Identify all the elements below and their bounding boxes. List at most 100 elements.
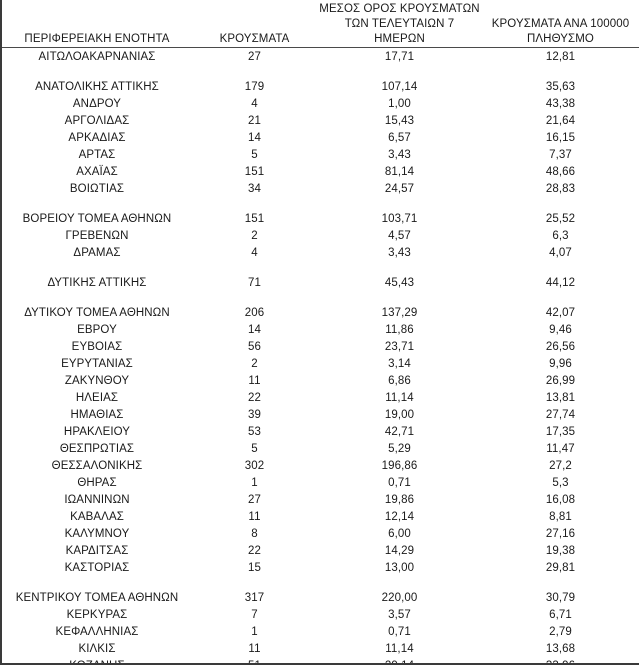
cell-avg7: 19,00 <box>384 409 415 421</box>
cell-cases: 5 <box>251 443 258 455</box>
cell-avg7: 13,00 <box>384 562 415 574</box>
cell-region: ΕΥΡΥΤΑΝΙΑΣ <box>61 358 133 370</box>
cell-per100k: 21,64 <box>545 115 576 127</box>
cell-per100k: 26,56 <box>545 341 576 353</box>
cell-per100k: 48,66 <box>545 166 576 178</box>
cell-region: ΑΝΑΤΟΛΙΚΗΣ ΑΤΤΙΚΗΣ <box>35 81 159 93</box>
cell-region: ΘΕΣΣΑΛΟΝΙΚΗΣ <box>51 460 143 472</box>
cell-avg7: 6,86 <box>388 375 411 387</box>
cell-avg7: 4,57 <box>388 230 411 242</box>
cell-avg7: 0,71 <box>388 477 411 489</box>
table-row: ΑΝΔΡΟΥ 4 1,00 43,38 <box>2 96 639 113</box>
cell-region: ΑΡΚΑΔΙΑΣ <box>68 132 126 144</box>
cell-region: ΑΡΓΟΛΙΔΑΣ <box>64 115 130 127</box>
cell-cases: 179 <box>244 81 265 93</box>
table-row: ΖΑΚΥΝΘΟΥ 11 6,86 26,99 <box>2 373 639 390</box>
table-row: ΚΙΛΚΙΣ 11 11,14 13,68 <box>2 641 639 658</box>
cell-per100k: 6,71 <box>549 609 572 621</box>
cell-avg7: 19,86 <box>384 494 415 506</box>
cell-region: ΗΛΕΙΑΣ <box>75 392 119 404</box>
table-header: ΜΕΣΟΣ ΟΡΟΣ ΚΡΟΥΣΜΑΤΩΝ ΤΩΝ ΤΕΛΕΥΤΑΙΩΝ 7 Κ… <box>2 0 639 48</box>
table-row: ΔΡΑΜΑΣ 4 3,43 4,07 <box>2 245 639 262</box>
cell-region: ΚΕΝΤΡΙΚΟΥ ΤΟΜΕΑ ΑΘΗΝΩΝ <box>15 592 179 604</box>
cell-cases: 56 <box>248 341 261 353</box>
cell-cases: 21 <box>248 115 261 127</box>
cell-cases: 4 <box>251 247 258 259</box>
table-row: ΑΧΑΪΑΣ 151 81,14 48,66 <box>2 164 639 181</box>
cell-per100k: 5,3 <box>552 477 569 489</box>
cell-cases: 53 <box>248 426 261 438</box>
cell-avg7: 3,43 <box>388 247 411 259</box>
cell-region: ΔΥΤΙΚΗΣ ΑΤΤΙΚΗΣ <box>47 277 147 289</box>
cell-cases: 302 <box>244 460 265 472</box>
cell-cases: 151 <box>244 213 265 225</box>
cell-per100k: 17,35 <box>545 426 576 438</box>
cell-per100k: 11,47 <box>546 443 575 455</box>
cell-region: ΚΑΡΔΙΤΣΑΣ <box>65 545 129 557</box>
table-row: ΑΡΚΑΔΙΑΣ 14 6,57 16,15 <box>2 130 639 147</box>
cell-cases: 14 <box>248 324 261 336</box>
table-row: ΚΕΝΤΡΙΚΟΥ ΤΟΜΕΑ ΑΘΗΝΩΝ 317 220,00 30,79 <box>2 590 639 607</box>
cell-per100k: 13,81 <box>545 392 576 404</box>
cell-avg7: 12,14 <box>384 511 415 523</box>
table-row: ΚΑΡΔΙΤΣΑΣ 22 14,29 19,38 <box>2 543 639 560</box>
cell-per100k: 29,81 <box>545 562 576 574</box>
cell-avg7: 24,57 <box>384 183 415 195</box>
cell-cases: 11 <box>248 643 261 655</box>
cell-per100k: 27,74 <box>545 409 576 421</box>
table-row-spacer <box>2 292 639 305</box>
cell-region: ΚΑΣΤΟΡΙΑΣ <box>64 562 130 574</box>
cell-avg7: 17,71 <box>384 51 415 63</box>
cell-region: ΑΝΔΡΟΥ <box>72 98 122 110</box>
cell-per100k: 27,2 <box>549 460 572 472</box>
cell-region: ΑΧΑΪΑΣ <box>76 166 118 178</box>
cell-per100k: 4,07 <box>549 247 572 259</box>
table-row: ΚΕΦΑΛΛΗΝΙΑΣ 1 0,71 2,79 <box>2 624 639 641</box>
table-row-spacer <box>2 577 639 590</box>
table-row: ΚΑΣΤΟΡΙΑΣ 15 13,00 29,81 <box>2 560 639 577</box>
cell-avg7: 81,14 <box>384 166 415 178</box>
cell-region: ΕΒΡΟΥ <box>77 324 117 336</box>
cell-per100k: 44,12 <box>545 277 576 289</box>
cell-region: ΑΙΤΩΛΟΑΚΑΡΝΑΝΙΑΣ <box>38 51 156 63</box>
cell-cases: 4 <box>251 98 258 110</box>
cell-avg7: 3,57 <box>388 609 411 621</box>
cell-region: ΚΕΦΑΛΛΗΝΙΑΣ <box>55 626 139 638</box>
cell-region: ΓΡΕΒΕΝΩΝ <box>65 230 129 242</box>
cell-avg7: 15,43 <box>384 115 415 127</box>
cell-cases: 1 <box>251 477 258 489</box>
cell-avg7: 0,71 <box>388 626 411 638</box>
table-row: ΚΕΡΚΥΡΑΣ 7 3,57 6,71 <box>2 607 639 624</box>
cell-cases: 51 <box>192 658 317 665</box>
header-cases-line3: ΚΡΟΥΣΜΑΤΑ <box>219 33 290 45</box>
cell-cases: 27 <box>248 51 261 63</box>
cell-region: ΚΟΖΑΝΗΣ <box>2 658 192 665</box>
table-row: ΗΜΑΘΙΑΣ 39 19,00 27,74 <box>2 407 639 424</box>
table-row: ΑΡΓΟΛΙΔΑΣ 21 15,43 21,64 <box>2 113 639 130</box>
cell-region: ΗΜΑΘΙΑΣ <box>70 409 124 421</box>
header-avg7-line2: ΤΩΝ ΤΕΛΕΥΤΑΙΩΝ 7 <box>344 18 455 30</box>
cell-avg7: 11,14 <box>385 643 414 655</box>
cell-per100k: 13,68 <box>545 643 576 655</box>
cell-cases: 71 <box>248 277 261 289</box>
cell-avg7: 14,29 <box>384 545 415 557</box>
cell-cases: 27 <box>248 494 261 506</box>
cell-cases: 11 <box>248 375 261 387</box>
header-line-3: ΠΕΡΙΦΕΡΕΙΑΚΗ ΕΝΟΤΗΤΑ ΚΡΟΥΣΜΑΤΑ ΗΜΕΡΩΝ ΠΛ… <box>2 32 639 47</box>
cell-region: ΑΡΤΑΣ <box>78 149 116 161</box>
cell-region: ΒΟΙΩΤΙΑΣ <box>69 183 125 195</box>
cell-per100k: 42,07 <box>545 307 576 319</box>
table-row: ΗΛΕΙΑΣ 22 11,14 13,81 <box>2 390 639 407</box>
cell-per100k: 30,79 <box>545 592 576 604</box>
cell-per100k: 2,79 <box>549 626 572 638</box>
cell-per100k: 6,3 <box>552 230 569 242</box>
cell-region: ΚΕΡΚΥΡΑΣ <box>66 609 128 621</box>
table-row-spacer <box>2 66 639 79</box>
cell-avg7: 42,71 <box>384 426 415 438</box>
cell-avg7: 137,29 <box>381 307 418 319</box>
table-row: ΘΕΣΣΑΛΟΝΙΚΗΣ 302 196,86 27,2 <box>2 458 639 475</box>
cell-avg7: 3,14 <box>388 358 411 370</box>
cell-cases: 22 <box>248 545 261 557</box>
cell-avg7: 103,71 <box>381 213 418 225</box>
